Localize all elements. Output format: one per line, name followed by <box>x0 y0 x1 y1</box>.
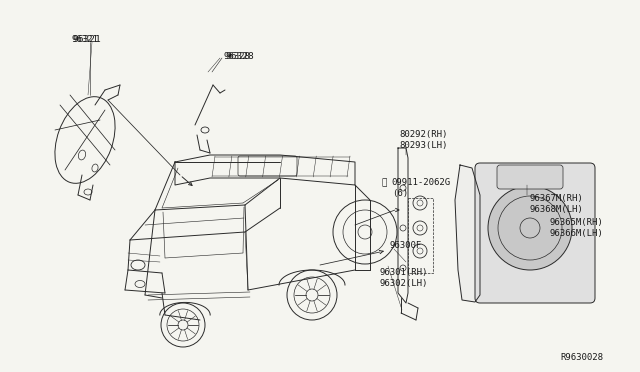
Text: 96321: 96321 <box>72 35 100 44</box>
Text: R9630028: R9630028 <box>560 353 603 362</box>
Circle shape <box>488 186 572 270</box>
Polygon shape <box>455 165 480 302</box>
Text: 96367M(RH): 96367M(RH) <box>529 194 583 203</box>
FancyBboxPatch shape <box>497 165 563 189</box>
Text: 80292(RH): 80292(RH) <box>399 130 447 139</box>
Text: 96302(LH): 96302(LH) <box>380 279 428 288</box>
FancyBboxPatch shape <box>475 163 595 303</box>
Text: 96368M(LH): 96368M(LH) <box>529 205 583 214</box>
Text: (6): (6) <box>392 189 408 198</box>
Text: Ⓝ: Ⓝ <box>381 178 387 187</box>
Text: 96321: 96321 <box>72 35 99 44</box>
Text: 96301(RH): 96301(RH) <box>380 268 428 277</box>
Text: 96328: 96328 <box>225 52 253 61</box>
Text: 96300F: 96300F <box>389 241 421 250</box>
Text: 80293(LH): 80293(LH) <box>399 141 447 150</box>
Text: 96365M(RH): 96365M(RH) <box>549 218 603 227</box>
Text: 96366M(LH): 96366M(LH) <box>549 229 603 238</box>
Text: 96328: 96328 <box>223 52 250 61</box>
Text: 09911-2062G: 09911-2062G <box>391 178 450 187</box>
